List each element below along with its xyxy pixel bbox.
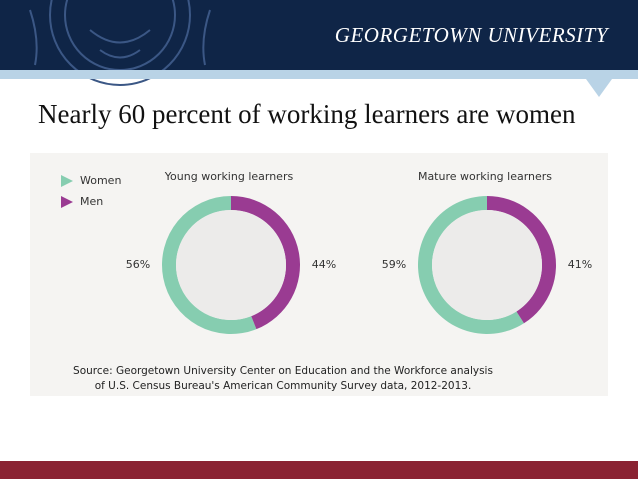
legend-marker <box>61 196 73 208</box>
value-label: 59% <box>382 258 406 271</box>
donut-segment <box>162 196 257 334</box>
footer-band <box>0 461 638 479</box>
header-pointer <box>586 79 612 97</box>
brand: GEORGETOWN UNIVERSITY <box>335 23 610 47</box>
donut-segment <box>487 196 556 324</box>
value-label: 44% <box>312 258 336 271</box>
legend-label: Women <box>80 174 121 187</box>
donut-hole <box>432 210 542 320</box>
donut-segment <box>418 196 524 334</box>
source-line: of U.S. Census Bureau's American Communi… <box>95 380 472 392</box>
header-band <box>0 0 638 70</box>
value-label: 41% <box>568 258 592 271</box>
chart-title: Mature working learners <box>418 170 552 183</box>
header-strip <box>0 70 638 79</box>
donut-hole <box>176 210 286 320</box>
legend-marker <box>61 175 73 187</box>
donut-segment <box>231 196 300 330</box>
legend-label: Men <box>80 195 103 208</box>
seal <box>29 0 211 86</box>
slide-title: Nearly 60 percent of working learners ar… <box>38 99 576 129</box>
value-label: 56% <box>126 258 150 271</box>
chart-title: Young working learners <box>164 170 294 183</box>
source-line: Source: Georgetown University Center on … <box>73 365 493 377</box>
